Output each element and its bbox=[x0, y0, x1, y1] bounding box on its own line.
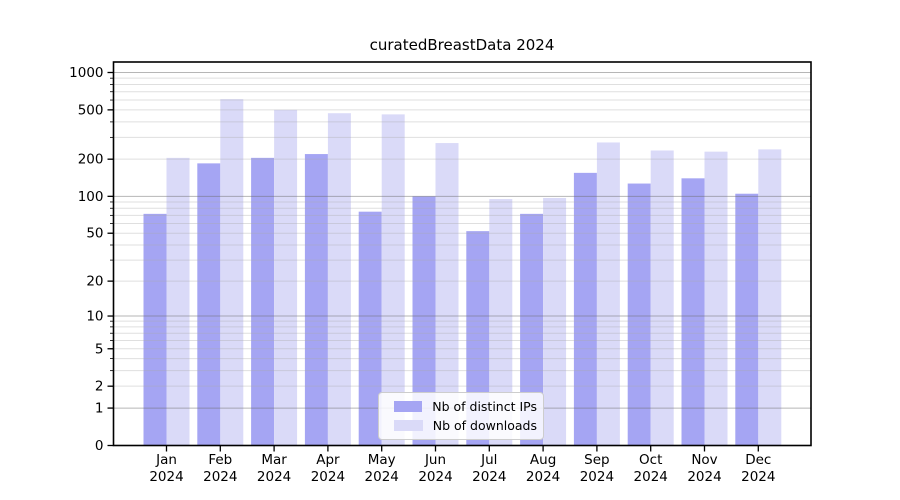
bar-distinct-ips-aug bbox=[520, 213, 544, 446]
x-tick-label-year: 2024 bbox=[365, 469, 399, 485]
bar-distinct-ips-nov bbox=[681, 178, 705, 446]
bar-downloads-mar bbox=[274, 109, 298, 446]
x-tick-label-month: Feb bbox=[208, 452, 232, 468]
bar-distinct-ips-feb bbox=[197, 163, 221, 446]
bar-downloads-jul bbox=[489, 199, 513, 446]
bar-downloads-nov bbox=[704, 151, 728, 446]
bar-distinct-ips-jul bbox=[466, 231, 490, 446]
y-tick-label: 50 bbox=[86, 226, 103, 242]
plot-frame bbox=[112, 61, 812, 447]
bar-downloads-apr bbox=[327, 113, 351, 446]
x-tick-label-month: Nov bbox=[691, 452, 717, 468]
x-tick-label-month: Jan bbox=[155, 452, 177, 468]
y-tick-label: 2 bbox=[95, 379, 104, 395]
bar-distinct-ips-may bbox=[358, 211, 382, 446]
x-tick-label-month: Aug bbox=[530, 452, 556, 468]
y-tick-label: 20 bbox=[86, 274, 103, 290]
x-tick-label-year: 2024 bbox=[472, 469, 506, 485]
y-tick-label: 200 bbox=[78, 152, 104, 168]
bar-downloads-sep bbox=[596, 142, 620, 446]
y-tick-label: 10 bbox=[86, 309, 103, 325]
bar-distinct-ips-oct bbox=[627, 183, 651, 446]
bar-downloads-oct bbox=[650, 150, 674, 446]
x-tick-label-month: Jun bbox=[424, 452, 446, 468]
x-tick-label-year: 2024 bbox=[311, 469, 345, 485]
x-tick-label-month: May bbox=[368, 452, 396, 468]
x-tick-label-year: 2024 bbox=[149, 469, 183, 485]
x-tick-label-year: 2024 bbox=[741, 469, 775, 485]
legend-swatch-distinct-ips bbox=[394, 401, 423, 412]
bar-downloads-may bbox=[381, 114, 405, 446]
y-tick-label: 100 bbox=[78, 189, 104, 205]
legend-swatch-downloads bbox=[394, 420, 423, 431]
y-tick-label: 1 bbox=[95, 401, 104, 417]
y-tick-label: 0 bbox=[95, 438, 104, 454]
y-tick-label: 5 bbox=[95, 341, 104, 357]
legend-label-downloads: Nb of downloads bbox=[432, 418, 537, 433]
bar-downloads-aug bbox=[543, 197, 567, 446]
x-tick-label-month: Apr bbox=[316, 452, 340, 468]
x-tick-label-year: 2024 bbox=[634, 469, 668, 485]
bar-distinct-ips-jun bbox=[412, 196, 436, 446]
bar-downloads-feb bbox=[220, 99, 244, 446]
bar-distinct-ips-dec bbox=[735, 193, 759, 446]
x-tick-label-month: Jul bbox=[480, 452, 497, 468]
x-tick-label-year: 2024 bbox=[580, 469, 614, 485]
bar-distinct-ips-apr bbox=[304, 154, 328, 446]
x-tick-label-year: 2024 bbox=[203, 469, 237, 485]
x-tick-label-month: Mar bbox=[261, 452, 287, 468]
x-tick-label-year: 2024 bbox=[526, 469, 560, 485]
bar-distinct-ips-jan bbox=[143, 213, 167, 446]
x-tick-label-month: Dec bbox=[745, 452, 771, 468]
chart-legend: Nb of distinct IPs Nb of downloads bbox=[378, 392, 544, 440]
bar-downloads-jan bbox=[166, 157, 190, 446]
bar-distinct-ips-mar bbox=[251, 157, 275, 446]
legend-item-distinct-ips: Nb of distinct IPs bbox=[394, 399, 537, 414]
legend-item-downloads: Nb of downloads bbox=[394, 418, 537, 433]
x-tick-label-month: Oct bbox=[639, 452, 662, 468]
bar-downloads-dec bbox=[758, 149, 782, 446]
x-tick-label-year: 2024 bbox=[687, 469, 721, 485]
x-tick-label-month: Sep bbox=[584, 452, 609, 468]
bar-distinct-ips-sep bbox=[573, 172, 597, 446]
y-tick-label: 500 bbox=[78, 102, 104, 118]
bar-downloads-jun bbox=[435, 143, 459, 446]
x-tick-label-year: 2024 bbox=[257, 469, 291, 485]
y-tick-label: 1000 bbox=[69, 65, 103, 81]
legend-label-distinct-ips: Nb of distinct IPs bbox=[432, 399, 537, 414]
chart-title: curatedBreastData 2024 bbox=[369, 36, 555, 54]
x-tick-label-year: 2024 bbox=[418, 469, 452, 485]
